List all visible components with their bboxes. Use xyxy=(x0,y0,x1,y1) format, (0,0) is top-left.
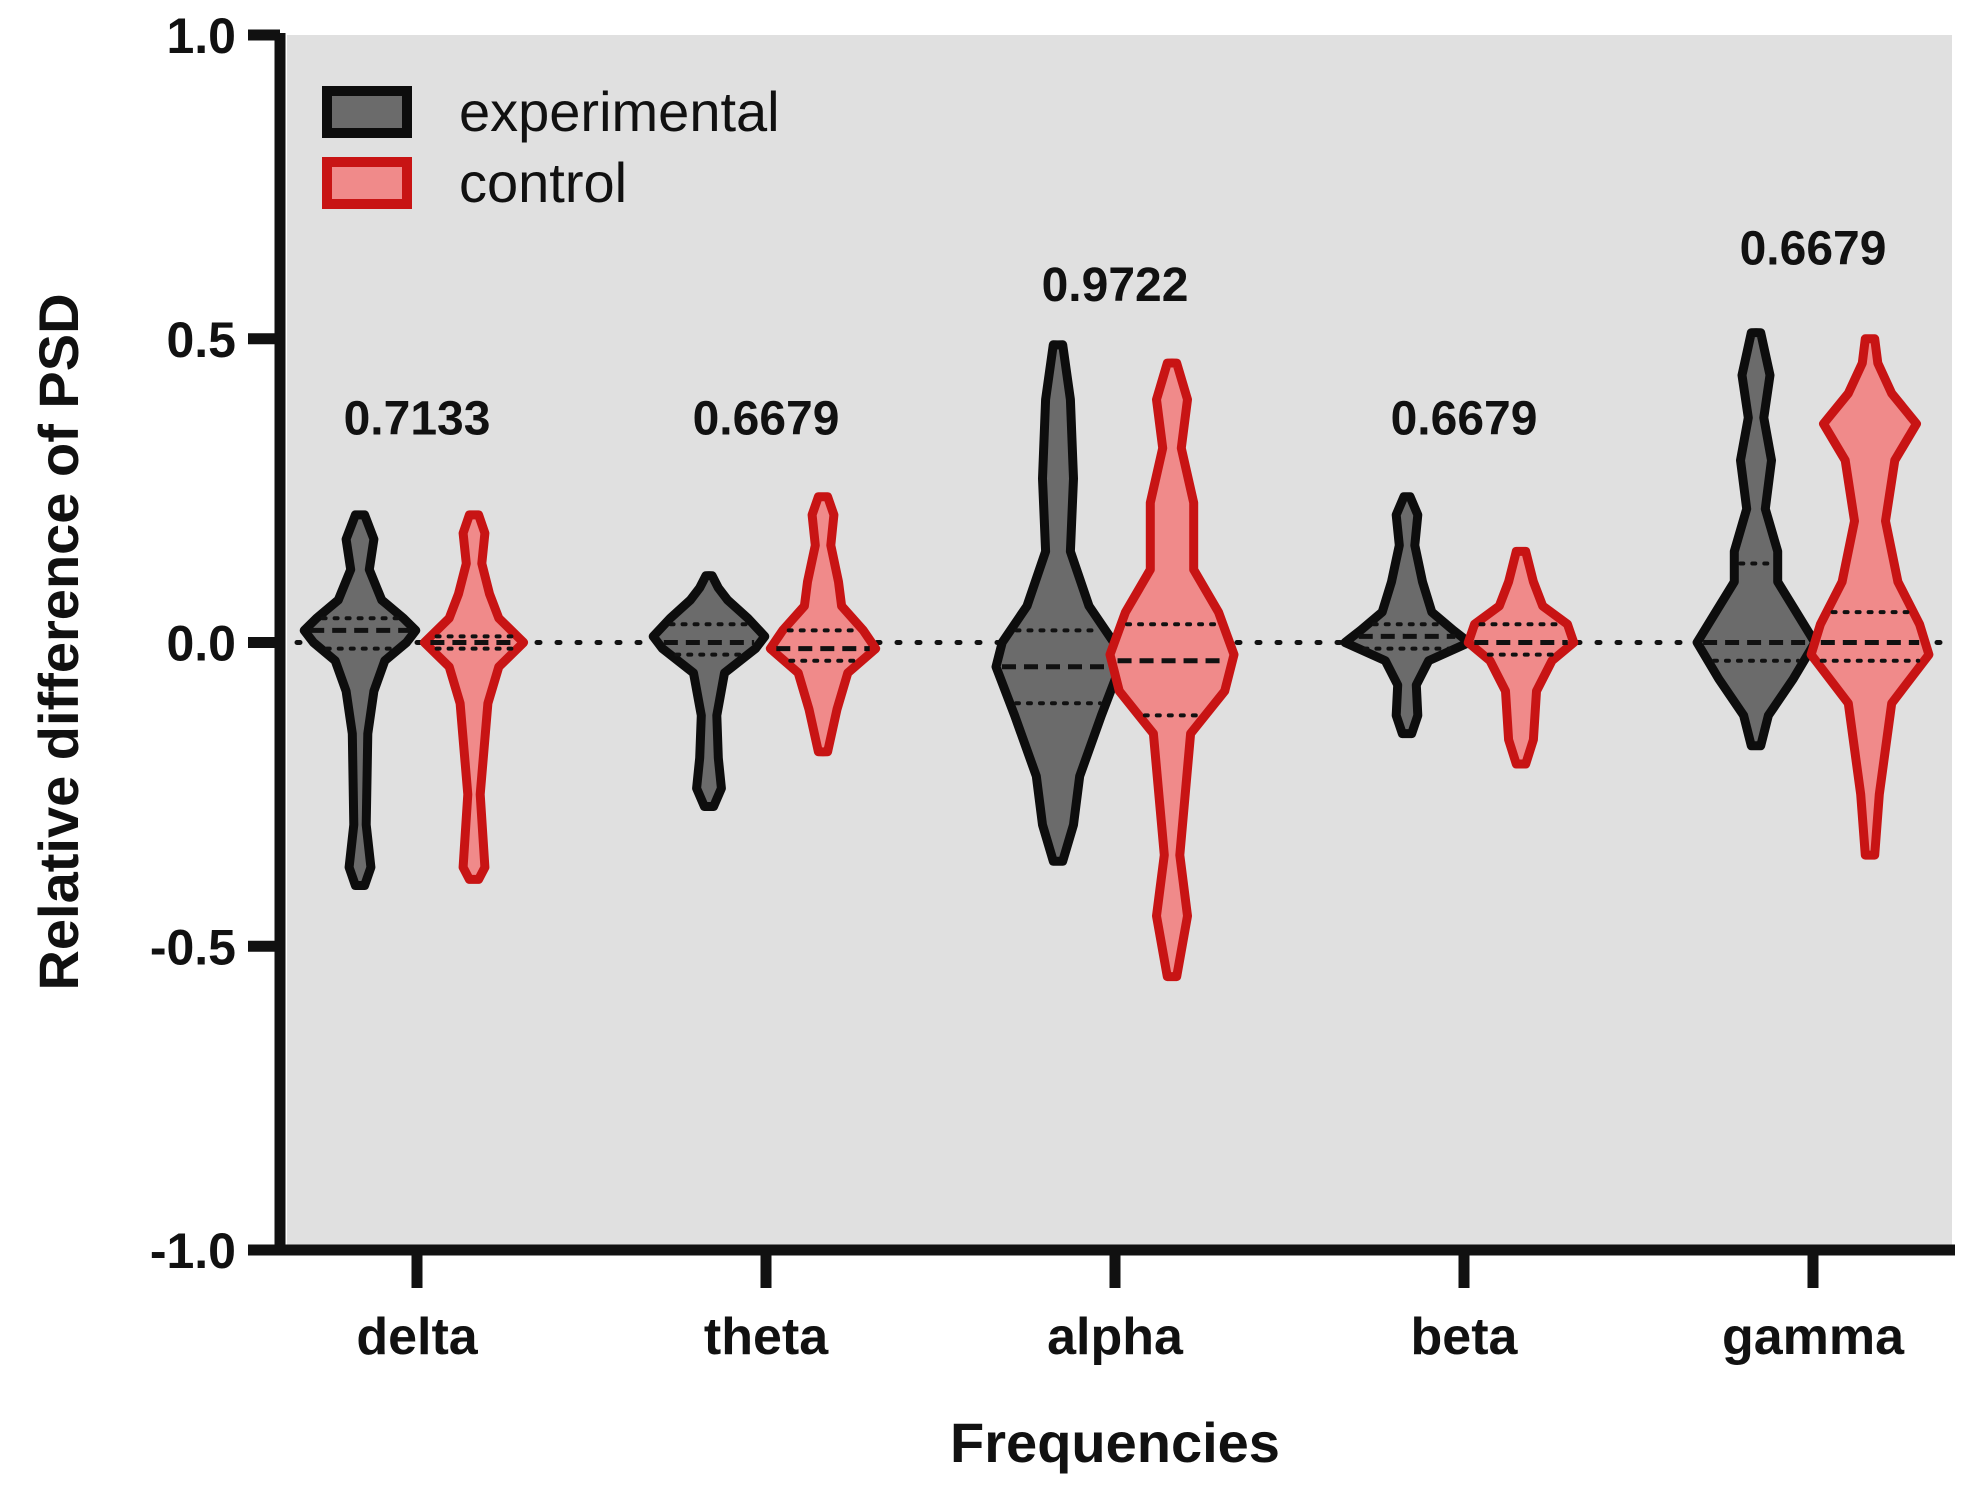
control-violin-delta xyxy=(419,510,529,884)
legend-label-control: control xyxy=(459,151,627,214)
y-tick-label: 0.5 xyxy=(166,312,236,368)
y-tick-label: 1.0 xyxy=(166,8,236,64)
legend-swatch-experimental xyxy=(322,86,412,138)
control-violin-theta xyxy=(765,492,881,757)
p-value-label-alpha: 0.9722 xyxy=(1042,259,1189,312)
x-tick-label-delta: delta xyxy=(356,1308,478,1366)
y-tick-label: -0.5 xyxy=(150,919,236,975)
x-tick-label-theta: theta xyxy=(704,1308,829,1366)
x-tick-label-beta: beta xyxy=(1411,1308,1519,1366)
experimental-violin-delta xyxy=(299,510,421,890)
x-tick-label-alpha: alpha xyxy=(1047,1308,1184,1366)
control-violin-alpha xyxy=(1105,358,1239,982)
x-tick-label-gamma: gamma xyxy=(1722,1308,1905,1366)
control-violin-gamma xyxy=(1806,334,1934,860)
legend-label-experimental: experimental xyxy=(459,80,780,143)
p-value-label-theta: 0.6679 xyxy=(693,393,840,446)
experimental-violin-alpha xyxy=(991,340,1125,866)
control-violin-beta xyxy=(1463,546,1579,769)
p-value-label-gamma: 0.6679 xyxy=(1740,223,1887,276)
experimental-violin-beta xyxy=(1340,492,1474,739)
y-axis-title: Relative difference of PSD xyxy=(27,293,90,990)
x-axis-title: Frequencies xyxy=(950,1411,1280,1474)
y-tick-label: -1.0 xyxy=(150,1223,236,1279)
experimental-violin-theta xyxy=(648,571,770,812)
y-tick-label: 0.0 xyxy=(166,616,236,672)
legend-swatch-control xyxy=(322,157,412,209)
p-value-label-delta: 0.7133 xyxy=(344,393,491,446)
p-value-label-beta: 0.6679 xyxy=(1391,393,1538,446)
